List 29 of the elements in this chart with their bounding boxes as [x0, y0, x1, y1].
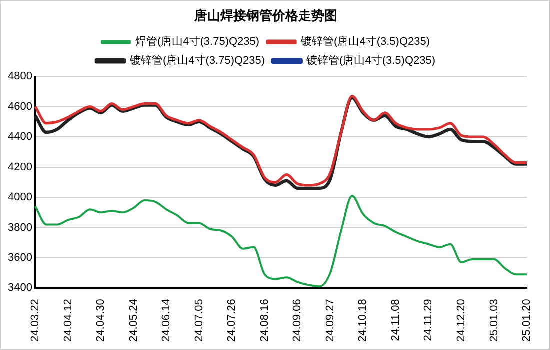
y-tick-label: 4200 — [8, 161, 32, 174]
y-tick-label: 3600 — [8, 252, 32, 264]
x-tick-label: 24.03.22 — [30, 299, 42, 342]
x-tick-label: 24.11.29 — [422, 299, 435, 342]
x-tick-label: 24.12.20 — [455, 299, 468, 342]
x-tick-label: 24.04.30 — [95, 299, 108, 342]
x-tick-label: 24.09.27 — [324, 299, 336, 342]
y-tick-label: 4800 — [8, 70, 32, 83]
x-tick-label: 25.01.03 — [488, 299, 500, 342]
x-tick-label: 24.09.06 — [292, 299, 304, 342]
x-tick-label: 24.10.18 — [357, 299, 370, 342]
y-tick-label: 4400 — [8, 131, 32, 144]
y-tick-label: 4600 — [8, 100, 32, 113]
legend-label: 镀锌管(唐山4寸(3.75)Q235) — [128, 54, 266, 68]
chart-title: 唐山焊接钢管价格走势图 — [194, 8, 338, 24]
x-tick-label: 25.01.20 — [521, 299, 534, 342]
legend-label: 镀锌管(唐山4寸(3.5)Q235) — [300, 35, 430, 48]
x-tick-label: 24.05.24 — [128, 299, 140, 342]
x-tick-label: 24.11.08 — [390, 299, 402, 342]
y-tick-label: 3800 — [8, 222, 32, 234]
legend-label: 焊管(唐山4寸(3.75)Q235) — [135, 35, 260, 48]
x-tick-label: 24.04.12 — [62, 299, 74, 342]
x-tick-label: 24.06.14 — [160, 299, 173, 342]
x-tick-label: 24.07.05 — [193, 299, 206, 342]
x-tick-label: 24.07.26 — [226, 299, 238, 342]
legend-label: 镀锌管(唐山4寸(3.5)Q235) — [306, 54, 436, 68]
y-tick-label: 4000 — [8, 192, 32, 204]
y-tick-label: 3400 — [8, 282, 32, 294]
x-tick-label: 24.08.16 — [258, 299, 271, 342]
